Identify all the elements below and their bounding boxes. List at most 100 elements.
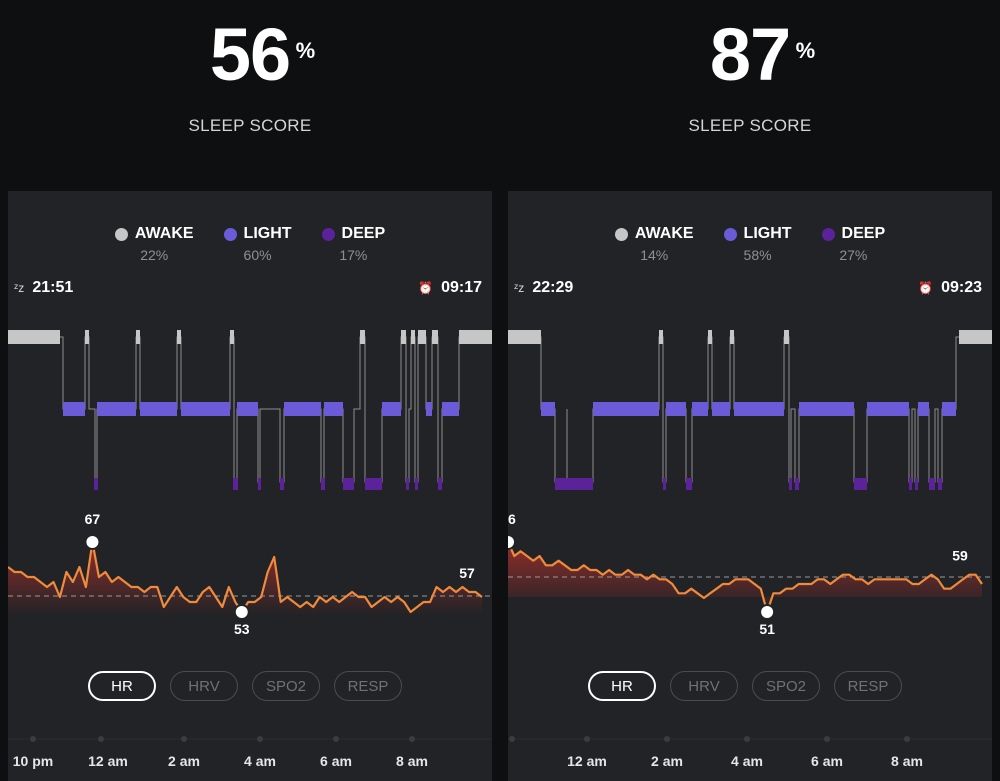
awake-dot-icon	[114, 227, 128, 241]
x-tick-label: 4 am	[731, 753, 763, 769]
awake-block	[708, 330, 712, 344]
legend-awake: AWAKE 22%	[114, 225, 194, 263]
hypnogram	[8, 330, 492, 490]
legend-pct: 22%	[140, 247, 169, 263]
light-block	[799, 402, 854, 416]
deep-block	[929, 478, 935, 490]
tab-hrv[interactable]: HRV	[670, 671, 738, 701]
deep-block	[909, 478, 912, 490]
light-block	[541, 402, 555, 416]
x-tick-label: 8 am	[396, 753, 428, 769]
awake-block	[8, 330, 60, 344]
deep-block	[258, 478, 261, 490]
hr-marker-dot	[84, 534, 101, 550]
deep-block	[567, 478, 593, 490]
awake-block	[136, 330, 140, 344]
tab-resp[interactable]: RESP	[334, 671, 402, 701]
zzz-icon: ᶻz	[14, 281, 25, 295]
sleep-chart: 67 53 57 10 pm 12 am 2 am 4 am 6 am 8 am	[8, 330, 492, 769]
hr-marker-label: 51	[759, 621, 775, 637]
alarm-clock-icon: ⏰	[918, 281, 934, 295]
light-block	[284, 402, 321, 416]
sleep-panel-2: AWAKE 14% LIGHT 58% DEEP 27% ᶻz 22:29 ⏰ 09…	[508, 191, 992, 781]
sleep-score-1: 56% SLEEP SCORE	[100, 18, 400, 136]
deep-block	[438, 478, 442, 490]
x-tick-label: 6 am	[320, 753, 352, 769]
sleep-panel-1: AWAKE 22% LIGHT 60% DEEP 17% ᶻz 21:51 ⏰ 09…	[8, 191, 492, 781]
light-block	[97, 402, 136, 416]
legend-deep: DEEP 17%	[321, 225, 385, 263]
heart-rate-chart: 67 53 57	[8, 511, 492, 637]
light-dot-icon	[223, 227, 237, 241]
x-tick-label: 2 am	[651, 753, 683, 769]
tab-hrv[interactable]: HRV	[170, 671, 238, 701]
legend-awake: AWAKE 14%	[614, 225, 694, 263]
x-tick-label: 10 pm	[13, 753, 53, 769]
legend-pct: 27%	[839, 247, 868, 263]
metric-tabs: HR HRV SPO2 RESP	[588, 671, 902, 701]
hr-area	[508, 542, 982, 612]
tick-dot	[30, 736, 36, 742]
tab-hr[interactable]: HR	[588, 671, 656, 701]
sleep-chart: 66 51 59 12 am 2 am 4 am 6 am 8 am	[508, 330, 992, 769]
x-tick-label: 4 am	[244, 753, 276, 769]
bedtime: ᶻz 22:29	[514, 279, 574, 296]
zzz-icon: ᶻz	[514, 281, 525, 295]
deep-block	[663, 478, 666, 490]
legend-deep: DEEP 27%	[821, 225, 885, 263]
deep-block	[854, 478, 867, 490]
sleep-score-value: 87%	[709, 13, 815, 96]
bedtime: ᶻz 21:51	[14, 279, 74, 296]
x-axis: 12 am 2 am 4 am 6 am 8 am	[508, 736, 992, 769]
tick-dot	[664, 736, 670, 742]
heart-rate-chart: 66 51 59	[508, 511, 992, 637]
x-tick-label: 6 am	[811, 753, 843, 769]
light-block	[442, 402, 459, 416]
light-block	[666, 402, 686, 416]
tab-spo2[interactable]: SPO2	[252, 671, 320, 701]
hr-marker-label: 66	[508, 511, 516, 527]
sleep-score-label: SLEEP SCORE	[188, 116, 312, 135]
legend-pct: 17%	[339, 247, 368, 263]
tick-dot	[333, 736, 339, 742]
awake-block	[659, 330, 663, 344]
light-block	[734, 402, 784, 416]
x-tick-label: 8 am	[891, 753, 923, 769]
deep-block	[406, 478, 409, 490]
awake-block	[459, 330, 492, 344]
light-block	[426, 402, 432, 416]
tick-dot	[584, 736, 590, 742]
light-block	[918, 402, 929, 416]
hr-marker-label: 67	[85, 511, 101, 527]
light-block	[692, 402, 708, 416]
deep-block	[915, 478, 918, 490]
tick-dot	[904, 736, 910, 742]
awake-block	[177, 330, 181, 344]
tab-hr[interactable]: HR	[88, 671, 156, 701]
light-block	[712, 402, 730, 416]
hr-marker-dot	[233, 604, 250, 620]
sleep-score-value: 56%	[209, 13, 315, 96]
deep-block	[321, 478, 325, 490]
metric-tabs: HR HRV SPO2 RESP	[88, 671, 402, 701]
awake-block	[411, 330, 415, 344]
hr-marker-label: 53	[234, 621, 250, 637]
deep-dot-icon	[821, 227, 835, 241]
tick-dot	[824, 736, 830, 742]
sleep-score-label: SLEEP SCORE	[688, 116, 812, 135]
hr-marker-label: 57	[459, 565, 475, 581]
light-block	[237, 402, 258, 416]
light-block	[324, 402, 343, 416]
light-block	[140, 402, 177, 416]
tab-spo2[interactable]: SPO2	[752, 671, 820, 701]
stage-legend: AWAKE 14% LIGHT 58% DEEP 27%	[508, 225, 992, 263]
tab-resp[interactable]: RESP	[834, 671, 902, 701]
x-axis: 10 pm 12 am 2 am 4 am 6 am 8 am	[8, 736, 492, 769]
light-block	[593, 402, 659, 416]
hr-marker-label: 59	[952, 548, 968, 564]
hr-marker-dot	[508, 534, 516, 550]
legend-pct: 60%	[243, 247, 272, 263]
stage-legend: AWAKE 22% LIGHT 60% DEEP 17%	[8, 225, 492, 263]
tick-dot	[98, 736, 104, 742]
wake-time: ⏰ 09:23	[918, 279, 982, 296]
